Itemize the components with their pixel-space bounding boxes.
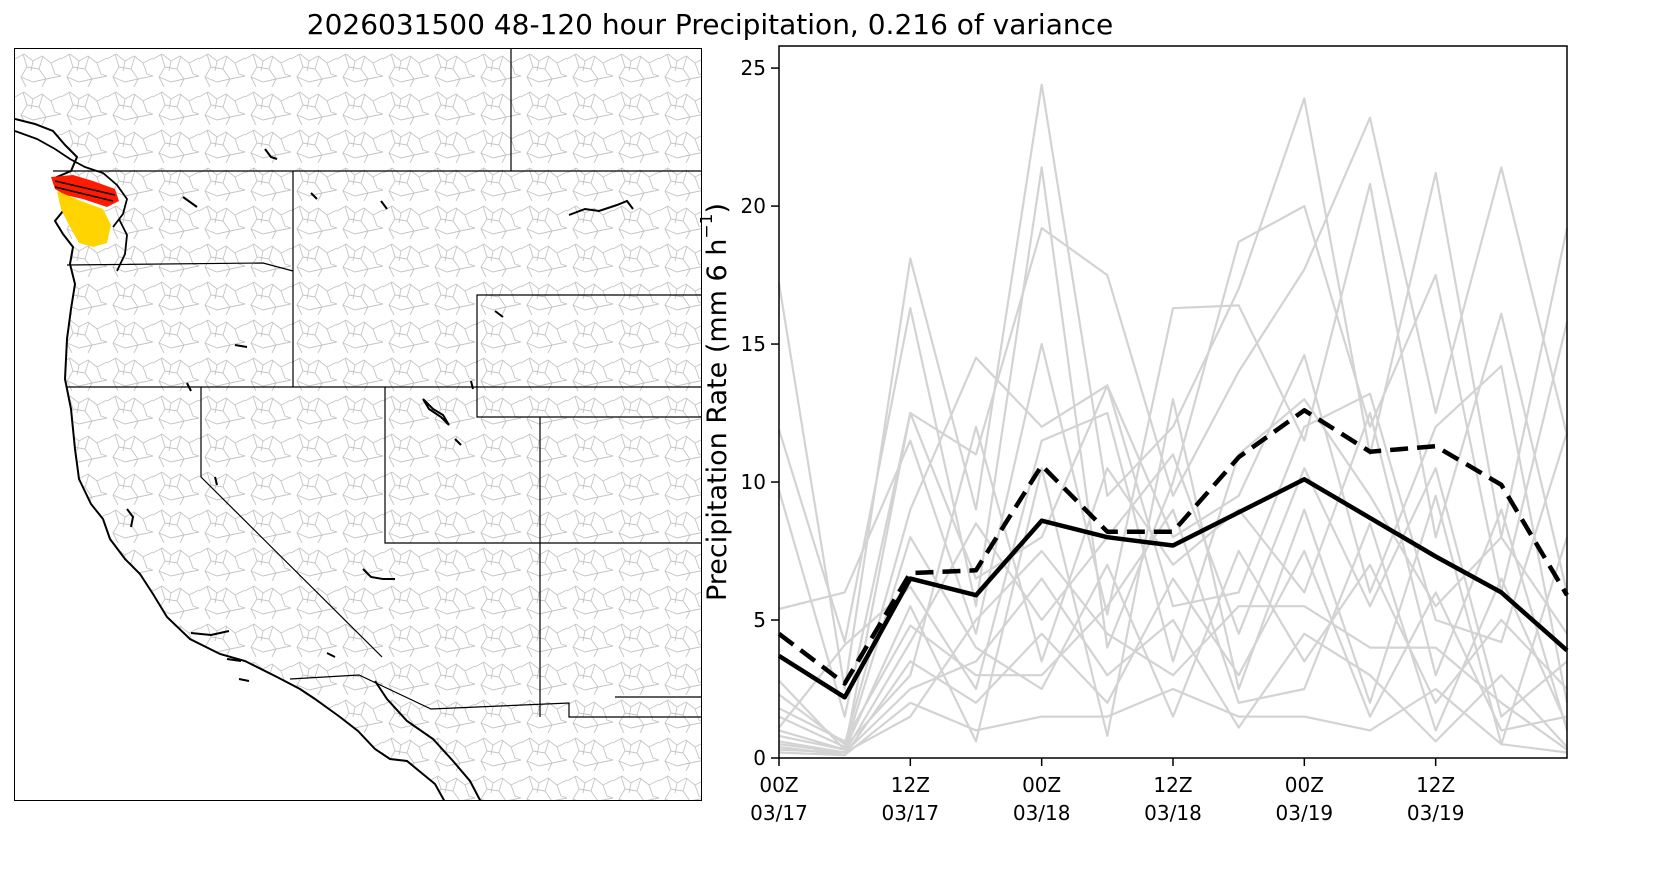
- precipitation-chart: 0 5 10 15 20 25 00Z 03/17 12Z 03/17 00Z 03/18 12Z 03…: [697, 40, 1658, 887]
- figure-title: 2026031500 48-120 hour Precipitation, 0.…: [306, 8, 1114, 41]
- x-tick-label-5-line2: 03/19: [1407, 801, 1465, 825]
- strait-coastline: [15, 130, 128, 228]
- x-tick-label-0-line1: 00Z: [759, 773, 798, 797]
- y-tick-label-1: 5: [753, 608, 766, 632]
- series-line-17: [778, 687, 1568, 757]
- y-axis-label: Precipitation Rate (mm 6 h−1): [700, 203, 733, 601]
- series-line-3: [777, 166, 1569, 649]
- ylabel-text: Precipitation Rate (mm 6 h: [702, 239, 733, 601]
- x-tick-label-4-line1: 00Z: [1285, 773, 1324, 797]
- series-line-5: [778, 182, 1569, 635]
- y-tick-label-0: 0: [753, 746, 766, 770]
- series-line-0: [777, 477, 1569, 700]
- chart-svg: 0 5 10 15 20 25 00Z 03/17 12Z 03/17 00Z 03/18 12Z 03…: [697, 45, 1569, 825]
- ensemble-members: [777, 83, 1569, 757]
- series-line-15: [778, 549, 1568, 754]
- x-tick-label-5-line1: 12Z: [1416, 773, 1455, 797]
- series-line-16: [778, 508, 1569, 743]
- x-tick-label-1-line1: 12Z: [891, 773, 930, 797]
- x-tick-label-2-line1: 00Z: [1022, 773, 1061, 797]
- series-line-14: [778, 549, 1568, 757]
- series-line-10: [778, 411, 1569, 749]
- basin-map: [14, 48, 702, 801]
- map-svg: [15, 49, 701, 800]
- y-tick-label-2: 10: [741, 470, 766, 494]
- ylabel-sup: −1: [700, 214, 717, 239]
- series-line-12: [778, 577, 1568, 754]
- series-line-2: [777, 83, 1569, 691]
- x-tick-label-1-line2: 03/17: [882, 801, 940, 825]
- x-tick-label-0-line2: 03/17: [750, 801, 808, 825]
- x-tick-label-3-line2: 03/18: [1144, 801, 1202, 825]
- series-line-7: [778, 398, 1568, 729]
- y-axis: 0 5 10 15 20 25: [741, 56, 779, 770]
- ylabel-close: ): [702, 203, 733, 214]
- x-tick-label-4-line2: 03/19: [1276, 801, 1334, 825]
- series-line-13: [778, 536, 1568, 751]
- lakes: [126, 148, 634, 682]
- basin-boundaries: [15, 49, 701, 800]
- series-line-4: [777, 116, 1569, 718]
- series-line-11: [778, 398, 1569, 751]
- y-tick-label-5: 25: [741, 56, 766, 80]
- x-tick-label-2-line2: 03/18: [1013, 801, 1071, 825]
- x-tick-label-3-line1: 12Z: [1153, 773, 1192, 797]
- mid-variance-basin: [57, 191, 111, 247]
- y-tick-label-3: 15: [741, 332, 766, 356]
- sound-coastline: [116, 218, 128, 272]
- x-axis: 00Z 03/17 12Z 03/17 00Z 03/18 12Z 03/18 00Z 03/19…: [750, 758, 1464, 825]
- ensemble-summary-lines: [777, 408, 1569, 700]
- series-line-9: [778, 453, 1568, 754]
- series-line-8: [778, 384, 1569, 751]
- series-line-6: [778, 354, 1569, 746]
- y-tick-label-4: 20: [741, 194, 766, 218]
- basin-outline: [54, 180, 116, 202]
- gulf-coastline: [374, 680, 482, 800]
- state-borders: [53, 49, 701, 718]
